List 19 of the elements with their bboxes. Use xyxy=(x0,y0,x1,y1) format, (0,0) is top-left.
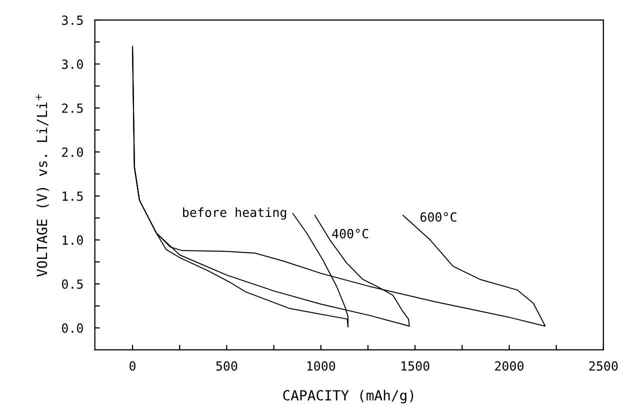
y-tick-label: 3.5 xyxy=(62,16,83,25)
y-tick-label: 2.5 xyxy=(62,103,83,113)
y-tick-label: 0.5 xyxy=(62,279,83,289)
series-label: 400°C xyxy=(332,228,368,238)
x-tick-label: 2500 xyxy=(589,361,618,371)
series-label: 600°C xyxy=(420,212,456,222)
y-tick-label: 3.0 xyxy=(62,60,83,69)
x-tick-label: 500 xyxy=(216,361,238,371)
y-tick-label: 2.0 xyxy=(62,147,83,157)
x-tick-label: 1500 xyxy=(402,361,430,371)
x-tick-label: 2000 xyxy=(495,361,524,371)
y-tick-label: 1.0 xyxy=(62,235,83,245)
y-tick-label: 0.0 xyxy=(62,323,83,333)
y-axis-title: VOLTAGE (V) vs. Li/Li$^{+}$ xyxy=(36,94,49,277)
x-tick-label: 1000 xyxy=(307,361,336,371)
x-tick-label: 0 xyxy=(130,361,136,371)
y-tick-label: 1.5 xyxy=(62,192,83,201)
x-axis-title: CAPACITY (mAh/g) xyxy=(283,390,414,404)
series-label: before heating xyxy=(183,207,286,220)
